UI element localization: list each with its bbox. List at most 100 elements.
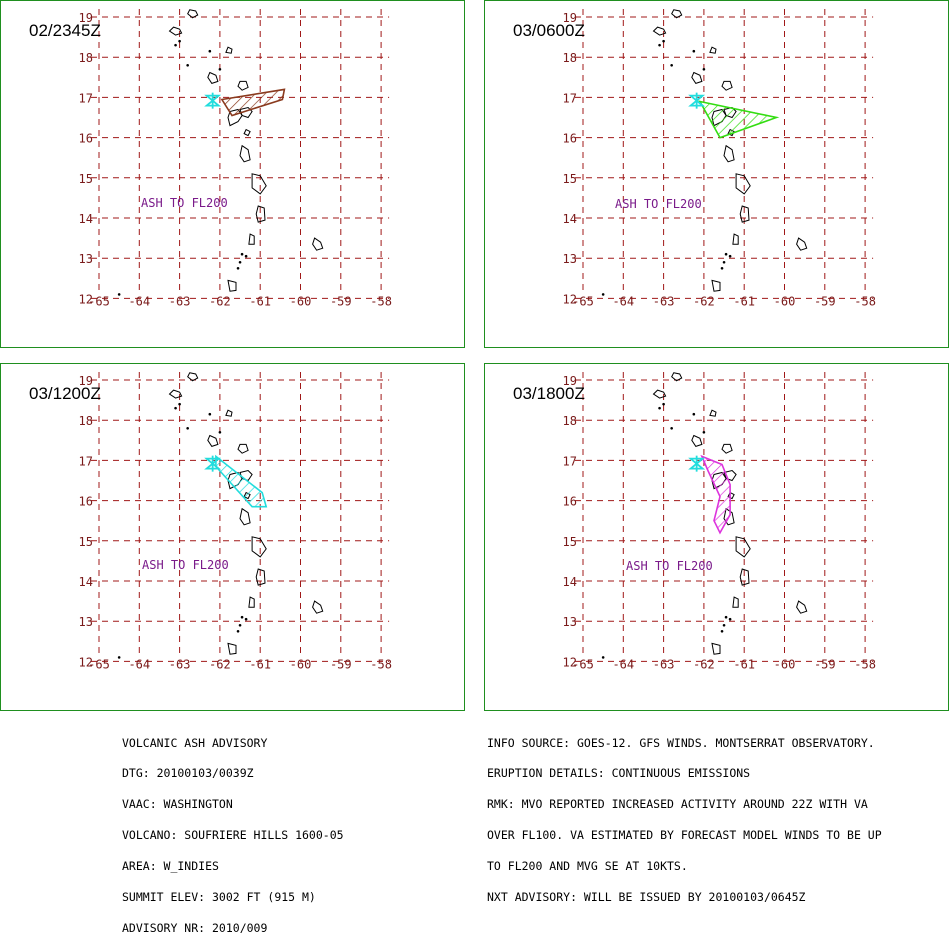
island-outline bbox=[227, 642, 237, 655]
lon-tick-label: -65 bbox=[572, 657, 594, 671]
islet-dot bbox=[117, 656, 121, 659]
lon-tick-label: -61 bbox=[733, 294, 755, 308]
lon-tick-label: -61 bbox=[249, 294, 271, 308]
island-outline bbox=[796, 600, 808, 614]
islet-dot bbox=[662, 402, 665, 406]
islet-dot bbox=[692, 49, 696, 53]
advisory-line: VOLCANIC ASH ADVISORY bbox=[122, 735, 268, 750]
lat-tick-label: 17 bbox=[563, 91, 577, 105]
lat-tick-label: 13 bbox=[563, 615, 577, 629]
islet-dot bbox=[720, 266, 724, 270]
lon-tick-label: -63 bbox=[169, 294, 191, 308]
island-outline bbox=[225, 409, 233, 417]
islet-dot bbox=[117, 293, 121, 296]
advisory-line: ERUPTION DETAILS: CONTINUOUS EMISSIONS bbox=[487, 766, 751, 781]
lat-tick-label: 18 bbox=[79, 414, 93, 428]
island-outline bbox=[739, 205, 750, 223]
lon-tick-label: -60 bbox=[290, 294, 312, 308]
lat-tick-label: 19 bbox=[563, 374, 577, 388]
panel-time-label: 03/1800Z bbox=[513, 384, 585, 403]
islet-dot bbox=[218, 431, 222, 434]
island-outline bbox=[237, 80, 249, 91]
advisory-line: AREA: W_INDIES bbox=[122, 859, 219, 874]
island-outline bbox=[732, 233, 739, 245]
lat-tick-label: 14 bbox=[563, 575, 577, 589]
lat-tick-label: 17 bbox=[563, 454, 577, 468]
lat-tick-label: 16 bbox=[563, 132, 577, 146]
advisory-line: TO FL200 AND MVG SE AT 10KTS. bbox=[487, 859, 688, 874]
lat-tick-label: 14 bbox=[79, 212, 93, 226]
lat-tick-label: 15 bbox=[79, 535, 93, 549]
islet-dot bbox=[702, 431, 706, 434]
lon-tick-label: -64 bbox=[612, 657, 634, 671]
island-outline bbox=[251, 173, 267, 195]
lon-tick-label: -64 bbox=[612, 294, 634, 308]
advisory-line: OVER FL100. VA ESTIMATED BY FORECAST MOD… bbox=[487, 828, 882, 843]
advisory-info-right: INFO SOURCE: GOES-12. GFS WINDS. MONTSER… bbox=[487, 717, 882, 913]
islet-dot bbox=[728, 254, 732, 258]
lon-tick-label: -60 bbox=[290, 657, 312, 671]
advisory-line: RMK: MVO REPORTED INCREASED ACTIVITY ARO… bbox=[487, 797, 868, 812]
lon-tick-label: -62 bbox=[693, 657, 715, 671]
lat-tick-label: 12 bbox=[563, 292, 577, 306]
lon-tick-label: -61 bbox=[733, 657, 755, 671]
lat-tick-label: 13 bbox=[563, 252, 577, 266]
islet-dot bbox=[692, 412, 696, 416]
islet-dot bbox=[658, 406, 661, 410]
lat-tick-label: 19 bbox=[563, 11, 577, 25]
ash-level-label: ASH TO FL200 bbox=[141, 196, 228, 210]
volcano-icon bbox=[204, 457, 222, 470]
lat-tick-label: 12 bbox=[79, 292, 93, 306]
panel-time-label: 03/1200Z bbox=[29, 384, 101, 403]
lat-tick-label: 12 bbox=[563, 655, 577, 669]
island-outline bbox=[207, 434, 219, 447]
ash-cloud-area bbox=[215, 454, 268, 508]
islet-dot bbox=[601, 293, 605, 296]
ash-level-label: ASH TO FL200 bbox=[626, 559, 713, 573]
panel-time-label: 03/0600Z bbox=[513, 21, 585, 40]
island-outline bbox=[721, 443, 733, 454]
lat-tick-label: 18 bbox=[79, 51, 93, 65]
island-outline bbox=[735, 536, 751, 558]
island-outline bbox=[735, 173, 751, 195]
lon-tick-label: -65 bbox=[88, 294, 110, 308]
islet-dot bbox=[186, 63, 189, 67]
lon-tick-label: -63 bbox=[653, 657, 675, 671]
islet-dot bbox=[722, 260, 726, 264]
island-outline bbox=[711, 279, 721, 292]
advisory-line: VAAC: WASHINGTON bbox=[122, 797, 233, 812]
advisory-line: INFO SOURCE: GOES-12. GFS WINDS. MONTSER… bbox=[487, 735, 875, 750]
islet-dot bbox=[236, 266, 240, 270]
lon-tick-label: -62 bbox=[209, 657, 231, 671]
island-outline bbox=[225, 46, 233, 54]
lat-tick-label: 16 bbox=[79, 132, 93, 146]
island-outline bbox=[691, 71, 703, 84]
island-outline bbox=[732, 596, 739, 608]
island-outline bbox=[652, 389, 667, 399]
island-outline bbox=[248, 233, 255, 245]
lat-tick-label: 18 bbox=[563, 414, 577, 428]
lon-tick-label: -58 bbox=[370, 294, 392, 308]
lon-tick-label: -63 bbox=[169, 657, 191, 671]
islet-dot bbox=[240, 252, 244, 256]
map-panel-1: 19 18 17 16 15 14 13 12 -65 -64 -63 -62 -61 -60 -59 -58… bbox=[484, 0, 949, 348]
advisory-line: DTG: 20100103/0039Z bbox=[122, 766, 254, 781]
volcano-icon bbox=[688, 94, 706, 107]
advisory-line: NXT ADVISORY: WILL BE ISSUED BY 20100103… bbox=[487, 890, 806, 905]
island-outline bbox=[709, 409, 717, 417]
lat-tick-label: 19 bbox=[79, 374, 93, 388]
islet-dot bbox=[724, 615, 728, 619]
lon-tick-label: -62 bbox=[209, 294, 231, 308]
map-panel-0: 19 18 17 16 15 14 13 12 -65 -64 -63 -62 -61 -60 -59 -58… bbox=[0, 0, 465, 348]
lat-tick-label: 15 bbox=[79, 172, 93, 186]
lon-tick-label: -64 bbox=[128, 294, 150, 308]
map-panel-2: 19 18 17 16 15 14 13 12 -65 -64 -63 -62 -61 -60 -59 -58… bbox=[0, 363, 465, 711]
lat-tick-label: 17 bbox=[79, 454, 93, 468]
ash-level-label: ASH TO FL200 bbox=[615, 197, 702, 211]
islet-dot bbox=[208, 49, 212, 53]
ash-cloud-area bbox=[220, 88, 286, 117]
island-outline bbox=[721, 80, 733, 91]
lat-tick-label: 13 bbox=[79, 615, 93, 629]
islet-dot bbox=[186, 426, 189, 430]
panel-time-label: 02/2345Z bbox=[29, 21, 101, 40]
